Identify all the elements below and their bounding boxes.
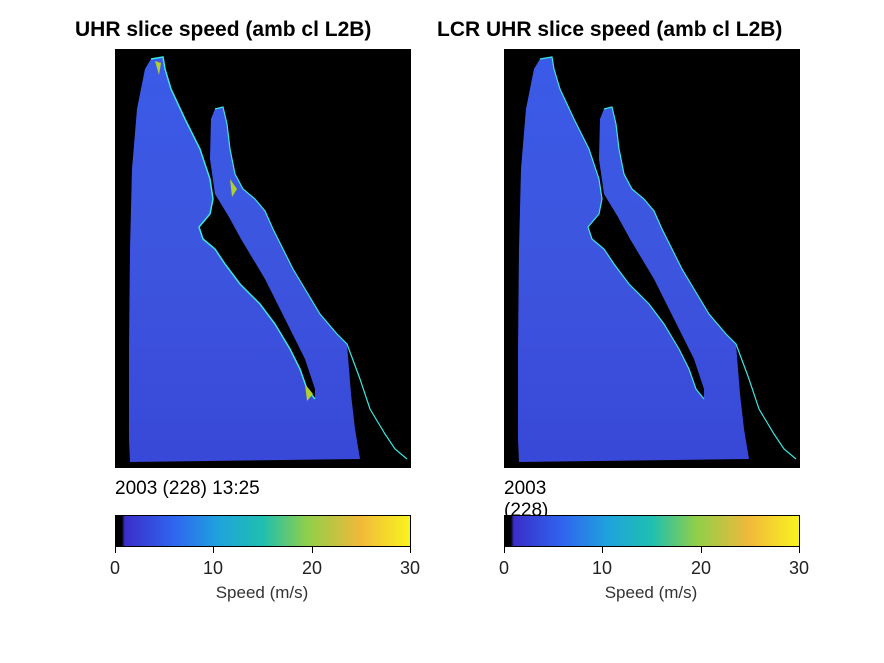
left-speed-map-image: [129, 56, 408, 462]
left-colorbar-label: Speed (m/s): [215, 583, 309, 602]
right-ticklabel-10: 10: [591, 558, 613, 578]
right-colorbar-label: Speed (m/s): [604, 583, 698, 602]
right-speed-map-image: [518, 56, 797, 462]
right-colorbar: [504, 515, 800, 547]
left-ticklabel-20: 20: [301, 558, 323, 578]
left-ticklabel-30: 30: [399, 558, 421, 578]
right-ticklabel-30: 30: [788, 558, 810, 578]
right-speed-map: [504, 49, 800, 468]
left-tick-20: [312, 547, 313, 553]
right-panel-title: LCR UHR slice speed (amb cl L2B): [437, 18, 783, 41]
left-ocean-region: [129, 57, 360, 462]
left-panel-title: UHR slice speed (amb cl L2B): [75, 18, 372, 41]
left-speed-map: [115, 49, 411, 468]
left-tick-10: [213, 547, 214, 553]
left-coastline: [150, 56, 316, 400]
right-coastline-east: [603, 106, 797, 460]
left-ticklabel-10: 10: [202, 558, 224, 578]
left-tick-0: [115, 547, 116, 553]
right-ticklabel-20: 20: [690, 558, 712, 578]
right-ocean-region: [518, 57, 749, 462]
right-ticklabel-0: 0: [498, 558, 510, 578]
left-timestamp: 2003 (228) 13:25: [115, 478, 260, 499]
left-tick-30: [410, 547, 411, 553]
right-panel: LCR UHR slice speed (amb cl L2B) 2003 (2…: [0, 0, 809, 663]
left-coastline-east: [214, 106, 408, 460]
right-tick-10: [602, 547, 603, 553]
left-panel: UHR slice speed (amb cl L2B) 2003 (228) …: [0, 0, 420, 663]
right-tick-30: [799, 547, 800, 553]
left-colorbar: [115, 515, 411, 547]
right-tick-20: [701, 547, 702, 553]
right-coastline: [539, 56, 705, 400]
left-ticklabel-0: 0: [109, 558, 121, 578]
right-tick-0: [504, 547, 505, 553]
